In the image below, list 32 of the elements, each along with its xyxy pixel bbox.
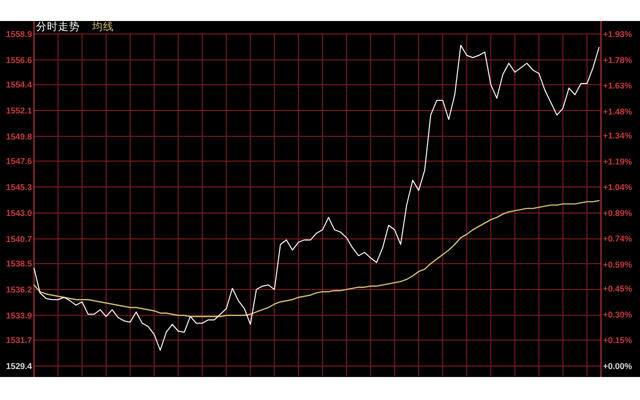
y2-tick-label: +0.00% [603, 360, 633, 371]
text: 分时走势 [36, 20, 80, 33]
y2-tick-label: +1.93% [603, 28, 633, 39]
y2-tick-label: +0.45% [603, 284, 633, 294]
y-tick-label: 1552.1 [6, 106, 32, 116]
y2-tick-label: +1.63% [603, 80, 633, 91]
y2-tick-label: +1.19% [603, 156, 633, 166]
y2-tick-label: +1.48% [603, 106, 633, 116]
y-tick-label: 1529.4 [6, 360, 32, 371]
y-tick-label: 1533.9 [6, 310, 32, 320]
y2-tick-label: +0.74% [603, 234, 633, 244]
y-tick-label: 1531.7 [6, 335, 32, 346]
y2-tick-label: +0.89% [603, 208, 633, 218]
y2-tick-label: +0.59% [603, 259, 633, 270]
line-series [33, 200, 600, 318]
y2-tick-label: +1.04% [603, 182, 633, 192]
y-tick-label: 1554.4 [6, 80, 32, 90]
y-tick-label: 1547.6 [6, 156, 32, 166]
y2-tick-label: +1.34% [603, 130, 633, 140]
y-tick-label: 1558.9 [6, 28, 32, 39]
y-tick-label: 1556.6 [6, 54, 32, 65]
text: 均线 [91, 20, 114, 33]
y-tick-label: 1545.3 [6, 182, 32, 192]
y-tick-label: 1538.5 [6, 258, 32, 269]
y-tick-label: 1549.8 [6, 131, 32, 142]
y2-tick-label: +1.78% [603, 54, 633, 65]
y2-tick-label: +0.30% [603, 309, 633, 320]
y-tick-label: 1543.0 [6, 208, 32, 218]
y-tick-label: 1536.2 [6, 284, 32, 294]
line-series [34, 44, 600, 351]
y2-tick-label: +0.15% [603, 335, 633, 346]
y-tick-label: 1540.7 [6, 234, 32, 244]
